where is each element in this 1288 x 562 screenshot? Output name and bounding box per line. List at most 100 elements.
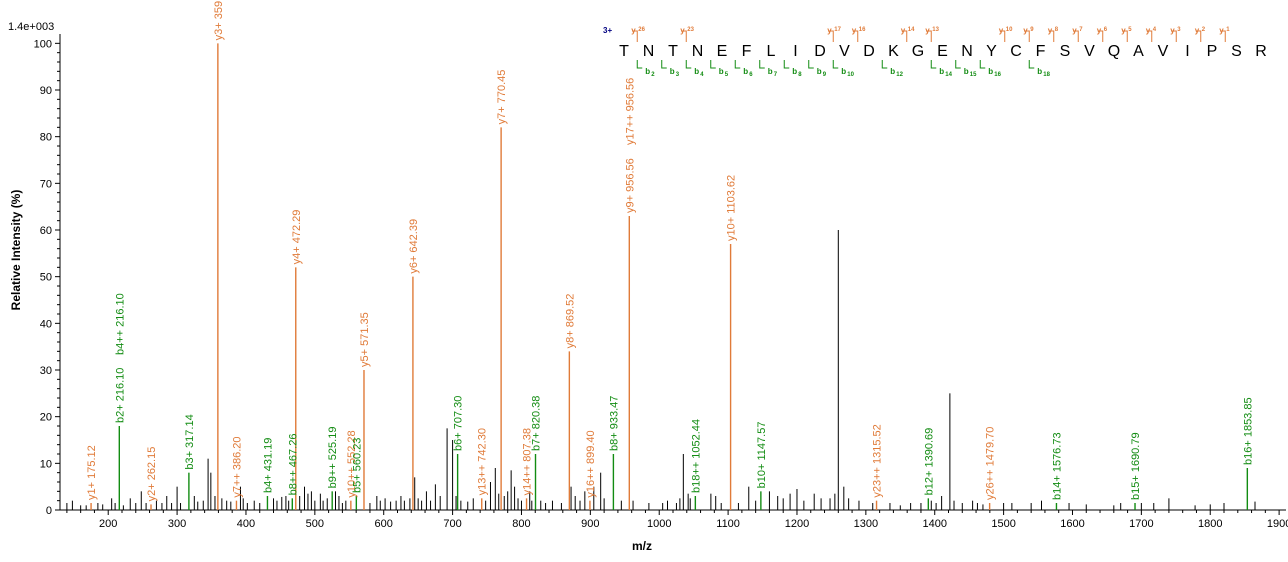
peak-label: y9+ 956.56 (624, 158, 636, 213)
y-ion-letter: y (1023, 26, 1028, 35)
y-ion-number: 9 (1030, 27, 1034, 33)
sequence-residue: N (961, 43, 973, 60)
b-ion-bracket (636, 60, 643, 69)
y-ion-letter: y (1170, 26, 1175, 35)
sequence-residue: L (767, 43, 776, 60)
b-ion-number: 15 (970, 72, 977, 78)
peak-label: b9++ 525.19 (327, 427, 339, 489)
b-ion-letter: b (817, 67, 822, 76)
b-ion-bracket (685, 60, 692, 69)
b-ion-number: 12 (896, 72, 903, 78)
sequence-residue: S (1060, 43, 1071, 60)
y-axis-title: Relative Intensity (%) (9, 190, 23, 311)
sequence-residue: E (937, 43, 948, 60)
peak-label: b7+ 820.38 (531, 396, 543, 451)
peak-label: b8++ 467.26 (287, 434, 299, 496)
peptide-sequence: 3+T N T N E F L I D V D K G E N Y C F S V Q A V I P S Ry 26 y 23 y 17 y 1… (603, 26, 1267, 78)
b-ion-letter: b (792, 67, 797, 76)
b-ion-number: 6 (749, 72, 753, 78)
b-ion-number: 4 (700, 72, 704, 78)
b-ion-number: 14 (945, 72, 952, 78)
peak-label: y26++ 1479.70 (985, 427, 997, 500)
sequence-residue: T (619, 43, 629, 60)
y-ion-bracket (1097, 30, 1104, 42)
peak-label: y10+ 1103.62 (726, 175, 738, 241)
sequence-residue: E (717, 43, 728, 60)
b-ion-letter: b (694, 67, 699, 76)
y-ion-number: 16 (859, 27, 866, 33)
y-tick-label: 50 (40, 272, 52, 284)
y-ion-letter: y (1219, 26, 1224, 35)
y-ion-marker: y 23 (680, 26, 695, 42)
peak-label: b15+ 1690.79 (1130, 432, 1142, 500)
b-ion-number: 18 (1043, 72, 1050, 78)
x-tick-label: 200 (99, 518, 117, 530)
b-ion-bracket (808, 60, 814, 69)
y-ion-number: 5 (1128, 27, 1132, 33)
b-ion-letter: b (988, 67, 993, 76)
y-ion-letter: y (1048, 26, 1053, 35)
peak-label: b18++ 1052.44 (690, 419, 702, 493)
y-ion-letter: y (852, 26, 857, 35)
sequence-residue: T (668, 43, 678, 60)
y-tick-label: 70 (40, 178, 52, 190)
b-ion-letter: b (1037, 67, 1042, 76)
b-ion-bracket (881, 60, 888, 69)
peak-label: y13++ 742.30 (477, 428, 489, 495)
y-ion-number: 26 (638, 27, 645, 33)
b-ion-number: 3 (676, 72, 680, 78)
y-tick-label: 10 (40, 458, 52, 470)
plot-frame (59, 34, 1286, 511)
sequence-residue: N (692, 43, 704, 60)
y-ion-bracket (1122, 30, 1128, 42)
y-ion-number: 23 (687, 27, 694, 33)
y-ion-bracket (852, 30, 859, 42)
b-ion-bracket (734, 60, 741, 69)
b-ion-bracket (955, 60, 961, 69)
x-tick-label: 300 (168, 518, 186, 530)
peak-label: b16+ 1853.85 (1242, 397, 1254, 465)
y-ion-bracket (1195, 30, 1202, 42)
b-ion-number: 5 (725, 72, 729, 78)
y-tick-label: 20 (40, 412, 52, 424)
b-ion-letter: b (768, 67, 773, 76)
y-ion-bracket (1048, 30, 1055, 42)
x-axis-title: m/z (632, 539, 652, 553)
x-tick-label: 1000 (647, 518, 671, 530)
x-tick-label: 1400 (922, 518, 946, 530)
y-ion-letter: y (1072, 26, 1077, 35)
y-tick-label: 90 (40, 85, 52, 97)
y-tick-label: 100 (34, 38, 52, 50)
y-ion-marker: y 14 (901, 26, 915, 42)
y-ion-letter: y (925, 26, 930, 35)
x-tick-label: 1200 (785, 518, 809, 530)
y-ion-bracket (1073, 30, 1079, 42)
labeled-peaks (90, 43, 1249, 510)
sequence-residue: I (1185, 43, 1189, 60)
y-ion-number: 1 (1226, 27, 1230, 33)
peak-label: b3+ 317.14 (184, 414, 196, 469)
x-tick-label: 1500 (991, 518, 1015, 530)
y-ion-bracket (1146, 30, 1153, 42)
y-tick-label: 80 (40, 132, 52, 144)
peak-label: y7++ 386.20 (231, 436, 243, 497)
y-ion-bracket (926, 30, 932, 42)
sequence-residue: A (1133, 43, 1144, 60)
peak-label: b12+ 1390.69 (923, 428, 935, 496)
b-ion-number: 10 (847, 72, 854, 78)
b-ion-bracket (783, 60, 790, 69)
y-ion-marker: y 26 (631, 26, 646, 42)
peak-label: y17++ 956.56 (624, 78, 636, 145)
b-ion-bracket (710, 60, 716, 69)
y-ion-bracket (999, 30, 1006, 42)
y-ion-letter: y (1121, 26, 1126, 35)
b-ion-number: 8 (798, 72, 802, 78)
